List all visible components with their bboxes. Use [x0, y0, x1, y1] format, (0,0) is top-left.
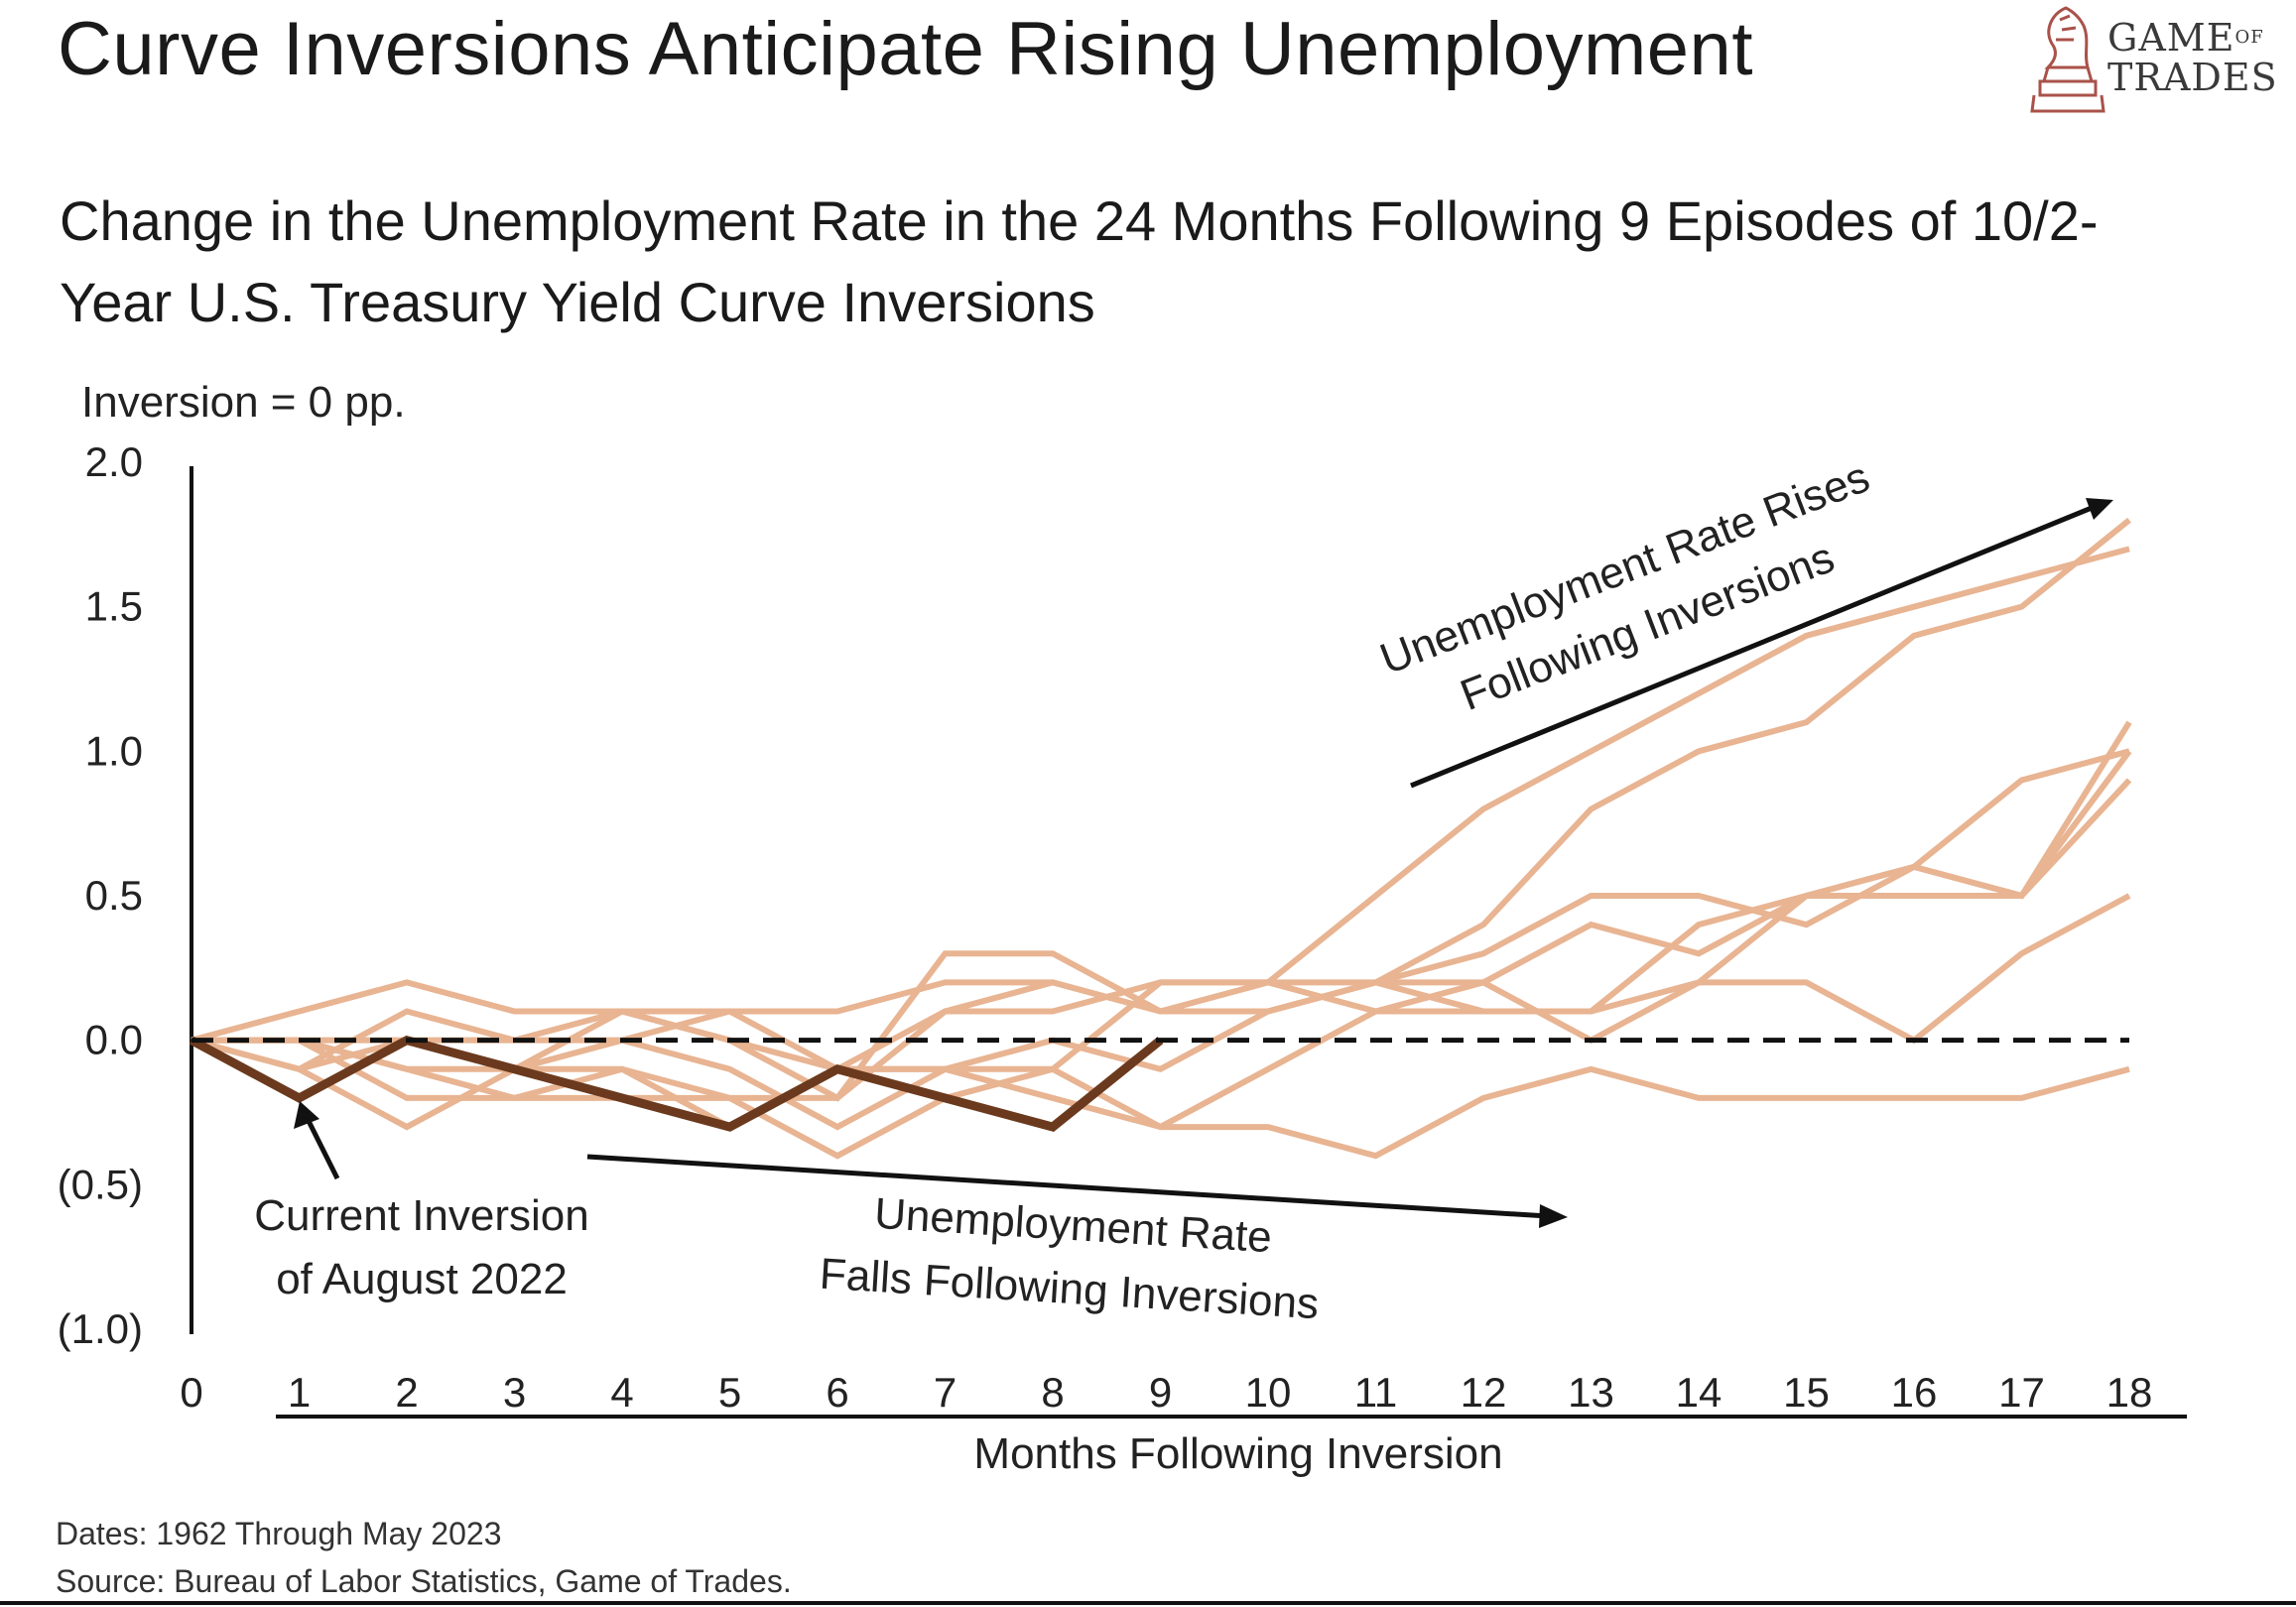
line-chart: Inversion = 0 pp. 2.0 1.5 1.0 0.5 0.0 (0.5) (1…	[58, 378, 2187, 1478]
x-tick-label: 16	[1891, 1369, 1938, 1416]
x-tick-label: 2	[395, 1369, 418, 1416]
x-tick-label: 5	[718, 1369, 741, 1416]
series-line-historical	[191, 748, 2130, 1102]
chart-subtitle: Change in the Unemployment Rate in the 2…	[60, 189, 2099, 333]
x-tick-label: 10	[1245, 1369, 1292, 1416]
x-tick-label: 15	[1783, 1369, 1830, 1416]
falls-arrow-head-icon	[1539, 1204, 1568, 1228]
chart-title: Curve Inversions Anticipate Rising Unemp…	[58, 7, 1753, 91]
current-label-line1: Current Inversion	[254, 1191, 588, 1240]
x-tick-label: 17	[1998, 1369, 2045, 1416]
logo-word-of: OF	[2234, 27, 2264, 48]
series-line-historical	[191, 778, 2132, 1073]
y-tick-label: 2.0	[85, 438, 143, 485]
falls-label-line1: Unemployment Rate	[873, 1189, 1273, 1262]
y-axis-ticks: 2.0 1.5 1.0 0.5 0.0 (0.5) (1.0)	[58, 438, 143, 1352]
chart-notes: Dates: 1962 Through May 2023 Source: Bur…	[56, 1510, 792, 1605]
y-tick-label: 1.0	[85, 727, 143, 774]
annotation-rises: Unemployment Rate Rises Following Invers…	[1374, 452, 2113, 789]
x-tick-label: 6	[826, 1369, 848, 1416]
x-axis-ticks: 0 1 2 3 4 5 6 7 8 9 10 11 12 13 14 15 16 17 18	[180, 1369, 2152, 1416]
bottom-rule	[0, 1601, 2296, 1605]
x-tick-label: 7	[934, 1369, 957, 1416]
series-line-current	[189, 1035, 1164, 1133]
y-axis-label: Inversion = 0 pp.	[81, 378, 406, 427]
falls-arrow-shaft	[586, 1154, 1549, 1219]
current-label-line2: of August 2022	[276, 1255, 568, 1303]
y-tick-label: 0.5	[85, 872, 143, 919]
y-tick-label: 1.5	[85, 583, 143, 630]
x-tick-label: 13	[1568, 1369, 1614, 1416]
x-tick-label: 4	[610, 1369, 633, 1416]
logo-word-trades: TRADES	[2107, 56, 2278, 99]
series-line-historical	[191, 517, 2131, 1073]
y-tick-label: (0.5)	[58, 1161, 143, 1207]
rises-arrow-head-icon	[2086, 498, 2113, 520]
x-axis-label: Months Following Inversion	[973, 1429, 1502, 1478]
x-tick-label: 3	[503, 1369, 526, 1416]
brand-logo: GAMEOF TRADES	[2107, 18, 2278, 97]
falls-label-line2: Falls Following Inversions	[819, 1250, 1321, 1329]
y-tick-label: 0.0	[85, 1017, 143, 1063]
rises-arrow-shaft	[1410, 505, 2093, 789]
current-arrow-head-icon	[294, 1101, 319, 1129]
current-arrow-shaft	[305, 1117, 340, 1180]
series-lines	[189, 517, 2132, 1160]
annotation-current: Current Inversion of August 2022	[254, 1101, 589, 1303]
x-tick-label: 14	[1676, 1369, 1722, 1416]
x-tick-label: 8	[1041, 1369, 1064, 1416]
source-note: Source: Bureau of Labor Statistics, Game…	[56, 1563, 792, 1599]
x-tick-label: 9	[1149, 1369, 1172, 1416]
knight-logo-icon	[2030, 6, 2105, 113]
x-tick-label: 1	[288, 1369, 311, 1416]
x-tick-label: 18	[2106, 1369, 2153, 1416]
annotation-falls: Unemployment Rate Falls Following Invers…	[586, 1154, 1568, 1329]
dates-note: Dates: 1962 Through May 2023	[56, 1516, 502, 1551]
series-line-historical	[191, 546, 2130, 1044]
y-tick-label: (1.0)	[58, 1305, 143, 1352]
x-tick-label: 12	[1461, 1369, 1507, 1416]
logo-word-game: GAME	[2107, 16, 2235, 60]
x-tick-label: 0	[180, 1369, 202, 1416]
x-tick-label: 11	[1354, 1369, 1398, 1416]
